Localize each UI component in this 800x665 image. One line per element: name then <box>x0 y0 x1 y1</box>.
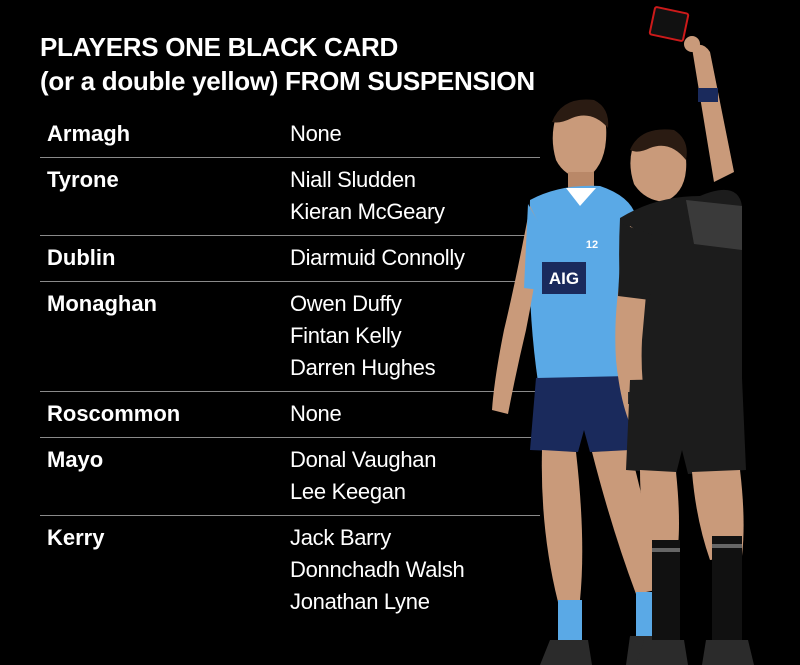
table-row: Tyrone Niall Sludden Kieran McGeary <box>40 158 540 236</box>
referee <box>615 44 754 665</box>
dublin-player: AIG 12 <box>492 99 670 665</box>
player-name: Owen Duffy <box>290 291 402 316</box>
player-name: Diarmuid Connolly <box>290 245 465 270</box>
player-list: None <box>290 398 540 430</box>
player-list: Diarmuid Connolly <box>290 242 540 274</box>
table-row: Kerry Jack Barry Donnchadh Walsh Jonatha… <box>40 516 540 625</box>
player-list: Jack Barry Donnchadh Walsh Jonathan Lyne <box>290 522 540 618</box>
jersey-sponsor-text: AIG <box>549 269 579 288</box>
player-name: Lee Keegan <box>290 479 406 504</box>
county-name: Tyrone <box>47 167 119 192</box>
county-name: Kerry <box>47 525 105 550</box>
player-list: Niall Sludden Kieran McGeary <box>290 164 540 228</box>
suspension-table: Armagh None Tyrone Niall Sludden Kieran … <box>40 112 540 625</box>
county-name: Dublin <box>47 245 116 270</box>
county-name: Armagh <box>47 121 131 146</box>
table-row: Mayo Donal Vaughan Lee Keegan <box>40 438 540 516</box>
player-list: None <box>290 118 540 150</box>
player-name: Donal Vaughan <box>290 447 437 472</box>
player-name: Kieran McGeary <box>290 199 445 224</box>
county-name: Monaghan <box>47 291 157 316</box>
title-line-2: (or a double yellow) FROM SUSPENSION <box>40 66 535 96</box>
player-name: None <box>290 401 342 426</box>
county-name: Mayo <box>47 447 104 472</box>
player-name: Fintan Kelly <box>290 323 402 348</box>
page-title: PLAYERS ONE BLACK CARD (or a double yell… <box>40 30 535 98</box>
jersey-number: 12 <box>586 239 598 251</box>
table-row: Roscommon None <box>40 392 540 438</box>
player-name: None <box>290 121 342 146</box>
player-list: Owen Duffy Fintan Kelly Darren Hughes <box>290 288 540 384</box>
table-row: Monaghan Owen Duffy Fintan Kelly Darren … <box>40 282 540 392</box>
black-card-icon <box>648 6 700 52</box>
title-line-1: PLAYERS ONE BLACK CARD <box>40 32 398 62</box>
county-name: Roscommon <box>47 401 181 426</box>
player-list: Donal Vaughan Lee Keegan <box>290 444 540 508</box>
player-name: Niall Sludden <box>290 167 416 192</box>
referee-black-card-photo: AIG 12 <box>492 6 754 665</box>
player-name: Donnchadh Walsh <box>290 557 465 582</box>
player-name: Jack Barry <box>290 525 391 550</box>
player-name: Darren Hughes <box>290 355 436 380</box>
player-name: Jonathan Lyne <box>290 589 430 614</box>
table-row: Dublin Diarmuid Connolly <box>40 236 540 282</box>
table-row: Armagh None <box>40 112 540 158</box>
